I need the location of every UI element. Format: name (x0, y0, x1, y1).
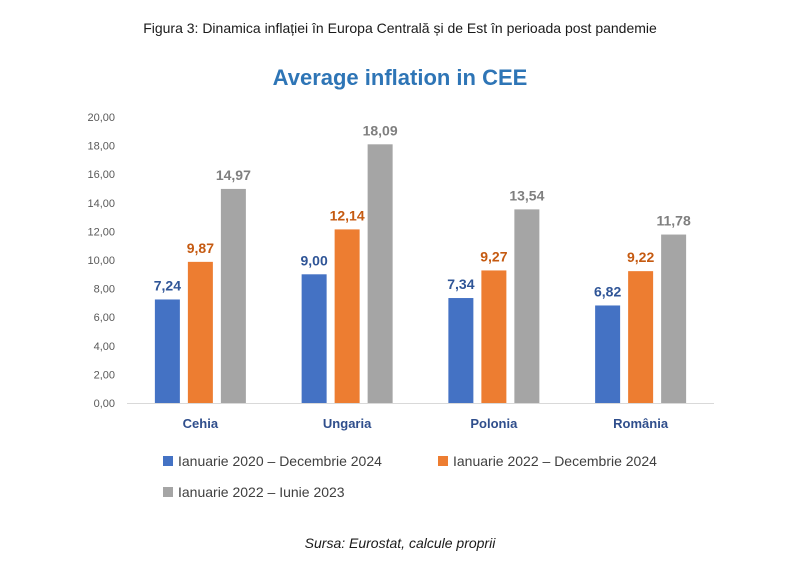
y-tick-label: 0,00 (94, 398, 115, 410)
y-tick-label: 12,00 (87, 226, 115, 238)
source-note: Sursa: Eurostat, calcule proprii (304, 535, 496, 551)
legend-label: Ianuarie 2022 – Iunie 2023 (178, 484, 345, 500)
data-label: 7,24 (154, 277, 181, 293)
data-label: 13,54 (509, 187, 544, 203)
y-tick-label: 8,00 (94, 284, 115, 296)
x-category-label: Cehia (183, 416, 219, 431)
data-label: 7,34 (447, 276, 474, 292)
bar-cehia-series-2 (220, 188, 246, 403)
data-label: 9,22 (627, 249, 654, 265)
y-tick-label: 18,00 (87, 141, 115, 153)
chart-title: Average inflation in CEE (272, 65, 528, 90)
y-tick-label: 4,00 (94, 341, 115, 353)
bar-ungaria-series-0 (301, 274, 327, 403)
legend-swatch (163, 456, 173, 466)
legend-item-series-0: Ianuarie 2020 – Decembrie 2024 (163, 453, 382, 469)
x-category-label: Ungaria (323, 416, 372, 431)
bar-polonia-series-1 (481, 270, 507, 403)
legend-item-series-2: Ianuarie 2022 – Iunie 2023 (163, 484, 345, 500)
bar-românia-series-1 (628, 271, 654, 403)
data-label: 9,87 (187, 240, 214, 256)
y-tick-label: 14,00 (87, 198, 115, 210)
y-tick-label: 16,00 (87, 169, 115, 181)
y-tick-label: 20,00 (87, 112, 115, 124)
bar-cehia-series-0 (154, 299, 180, 403)
bar-românia-series-2 (661, 234, 687, 403)
data-label: 6,82 (594, 283, 621, 299)
legend-swatch (163, 487, 173, 497)
x-category-label: Polonia (470, 416, 518, 431)
legend-label: Ianuarie 2020 – Decembrie 2024 (178, 453, 382, 469)
bar-ungaria-series-2 (367, 144, 393, 404)
data-label: 9,27 (480, 248, 507, 264)
data-label: 9,00 (301, 252, 328, 268)
data-label: 14,97 (216, 167, 251, 183)
legend-label: Ianuarie 2022 – Decembrie 2024 (453, 453, 657, 469)
bar-cehia-series-1 (187, 261, 213, 403)
bar-polonia-series-0 (448, 298, 474, 403)
y-tick-label: 6,00 (94, 312, 115, 324)
bar-polonia-series-2 (514, 209, 540, 403)
data-label: 11,78 (656, 213, 690, 229)
data-label: 18,09 (363, 122, 398, 138)
bar-românia-series-0 (595, 305, 621, 403)
data-label: 12,14 (330, 207, 365, 223)
legend-item-series-1: Ianuarie 2022 – Decembrie 2024 (438, 453, 657, 469)
bar-ungaria-series-1 (334, 229, 360, 403)
y-tick-label: 2,00 (94, 369, 115, 381)
y-tick-label: 10,00 (87, 255, 115, 267)
x-category-label: România (613, 416, 669, 431)
figure-caption: Figura 3: Dinamica inflației în Europa C… (143, 20, 657, 36)
legend-swatch (438, 456, 448, 466)
